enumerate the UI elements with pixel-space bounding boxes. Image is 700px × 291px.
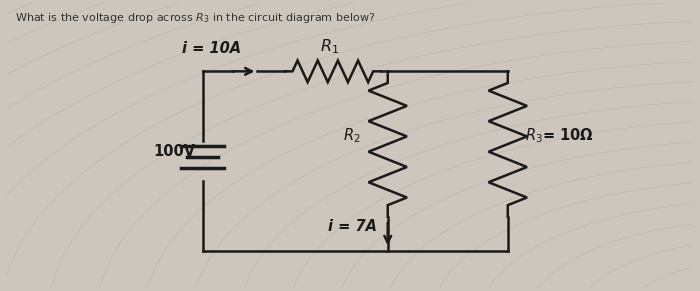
Text: i = 10A: i = 10A [181,41,251,56]
Text: $R_2$: $R_2$ [343,126,360,145]
Text: $R_3$= 10Ω: $R_3$= 10Ω [525,126,594,145]
Text: What is the voltage drop across $R_3$ in the circuit diagram below?: What is the voltage drop across $R_3$ in… [15,11,376,26]
Text: $R_1$: $R_1$ [320,37,339,56]
Text: i = 7A: i = 7A [328,219,377,234]
Text: 100V: 100V [153,144,195,159]
